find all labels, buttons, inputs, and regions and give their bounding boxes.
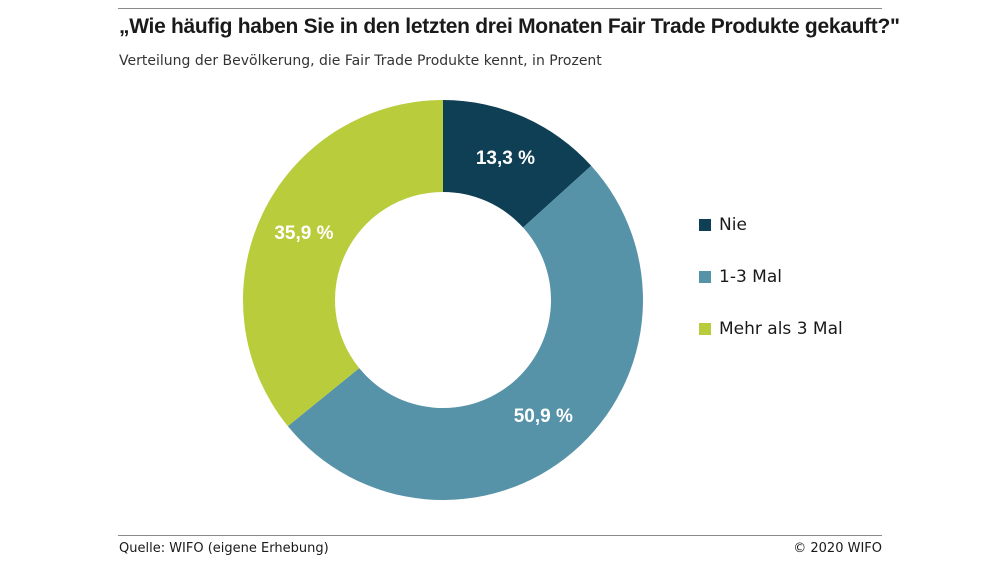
legend-swatch bbox=[699, 219, 711, 231]
data-label-nie: 13,3 % bbox=[476, 148, 535, 169]
chart-subtitle: Verteilung der Bevölkerung, die Fair Tra… bbox=[119, 53, 602, 69]
top-rule bbox=[118, 8, 882, 9]
copyright-note: © 2020 WIFO bbox=[793, 541, 882, 556]
data-label-1-3-mal: 50,9 % bbox=[514, 406, 573, 427]
legend-item-1-3-mal: 1-3 Mal bbox=[699, 264, 843, 290]
chart-legend: Nie 1-3 Mal Mehr als 3 Mal bbox=[699, 212, 843, 368]
legend-item-nie: Nie bbox=[699, 212, 843, 238]
source-note: Quelle: WIFO (eigene Erhebung) bbox=[119, 541, 329, 556]
chart-title: „Wie häufig haben Sie in den letzten dre… bbox=[119, 15, 900, 38]
slice-1-3-mal bbox=[287, 165, 644, 501]
legend-swatch bbox=[699, 323, 711, 335]
slice-nie bbox=[443, 100, 592, 228]
legend-label: Nie bbox=[719, 215, 747, 235]
bottom-rule bbox=[118, 535, 882, 536]
legend-label: Mehr als 3 Mal bbox=[719, 319, 843, 339]
slice-mehr-als-3-mal bbox=[243, 100, 443, 427]
legend-item-mehr-als-3-mal: Mehr als 3 Mal bbox=[699, 316, 843, 342]
legend-label: 1-3 Mal bbox=[719, 267, 782, 287]
legend-swatch bbox=[699, 271, 711, 283]
data-label-mehr-als-3-mal: 35,9 % bbox=[274, 223, 333, 244]
